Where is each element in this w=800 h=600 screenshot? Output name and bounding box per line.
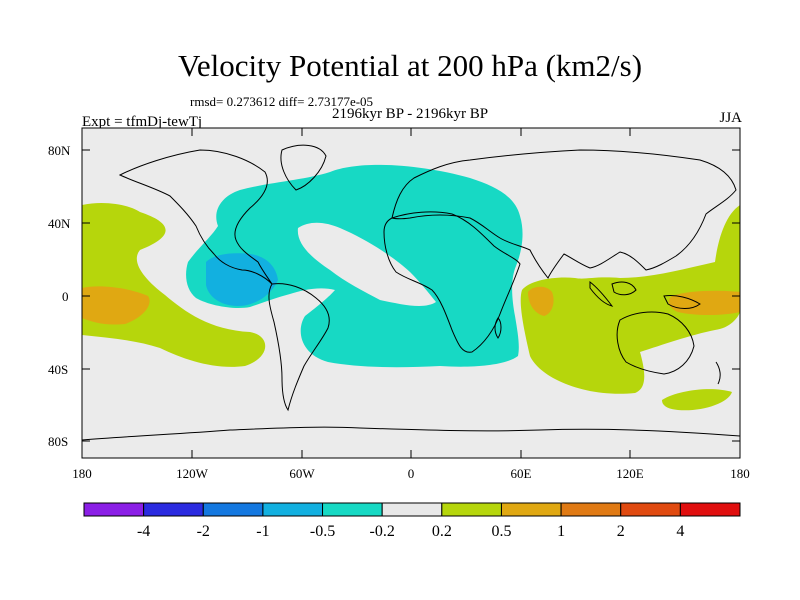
coastlines bbox=[82, 144, 740, 441]
lat-label-80s: 80S bbox=[48, 434, 68, 449]
coast-madagascar bbox=[494, 317, 502, 339]
lon-label-120e: 120E bbox=[616, 466, 644, 481]
period-subtitle: 2196kyr BP - 2196kyr BP bbox=[331, 106, 489, 122]
contour-fill bbox=[82, 144, 740, 441]
colorbar-swatch-8 bbox=[560, 502, 622, 517]
colorbar-label-5: 0.2 bbox=[432, 523, 452, 540]
colorbar-swatch-0 bbox=[83, 502, 145, 517]
colorbar-label-6: 0.5 bbox=[491, 523, 511, 540]
colorbar-label-7: 1 bbox=[557, 523, 565, 540]
colorbar-swatch-6 bbox=[441, 502, 502, 517]
positive-region-indowest bbox=[520, 205, 740, 394]
colorbar-swatch-1 bbox=[143, 502, 204, 517]
positive-region-pacific bbox=[82, 202, 266, 367]
experiment-label: Expt = tfmDj-tewTj bbox=[82, 114, 203, 130]
season-label: JJA bbox=[719, 110, 742, 126]
coast-australia bbox=[616, 311, 695, 375]
lon-label-0: 0 bbox=[408, 466, 415, 481]
map-title: Velocity Potential at 200 hPa (km2/s) bbox=[177, 48, 643, 83]
positive-core-indian bbox=[528, 286, 554, 316]
lon-label-180w: 180 bbox=[72, 466, 92, 481]
colorbar-label-4: -0.2 bbox=[370, 523, 395, 540]
colorbar-label-0: -4 bbox=[137, 523, 150, 540]
lat-label-40s: 40S bbox=[48, 362, 68, 377]
lon-label-60e: 60E bbox=[511, 466, 532, 481]
colorbar-label-3: -0.5 bbox=[310, 523, 335, 540]
colorbar: -4 -2 -1 -0.5 -0.2 0.2 0.5 1 2 4 bbox=[83, 502, 741, 540]
coast-africa bbox=[383, 211, 521, 353]
coast-antarctica bbox=[82, 426, 740, 441]
colorbar-swatch-3 bbox=[262, 502, 324, 517]
lat-label-40n: 40N bbox=[48, 216, 71, 231]
lon-label-120w: 120W bbox=[176, 466, 209, 481]
coast-borneo bbox=[611, 281, 637, 296]
coast-new-guinea bbox=[663, 295, 701, 309]
positive-core-westpacific bbox=[668, 290, 740, 315]
lon-label-60w: 60W bbox=[289, 466, 315, 481]
lat-label-0: 0 bbox=[62, 289, 69, 304]
lat-axis: 80N 40N 0 40S 80S bbox=[48, 143, 740, 449]
coast-eurasia bbox=[391, 149, 737, 279]
colorbar-swatch-7 bbox=[500, 502, 562, 517]
colorbar-label-1: -2 bbox=[197, 523, 210, 540]
coast-greenland bbox=[280, 144, 327, 191]
colorbar-swatch-10 bbox=[679, 502, 741, 517]
positive-region-southpacific bbox=[662, 389, 732, 411]
colorbar-swatch-5 bbox=[381, 502, 443, 517]
coast-new-zealand bbox=[715, 361, 721, 385]
coast-north-america bbox=[118, 149, 273, 285]
lon-label-180e: 180 bbox=[730, 466, 750, 481]
colorbar-swatch-9 bbox=[620, 502, 681, 517]
colorbar-label-8: 2 bbox=[617, 523, 625, 540]
colorbar-swatch-2 bbox=[202, 502, 264, 517]
stats-text: rmsd= 0.273612 diff= 2.73177e-05 bbox=[190, 94, 374, 109]
colorbar-label-9: 4 bbox=[676, 523, 684, 540]
colorbar-label-2: -1 bbox=[256, 523, 269, 540]
positive-core-pacific bbox=[82, 286, 150, 325]
colorbar-swatch-4 bbox=[322, 502, 383, 517]
lat-label-80n: 80N bbox=[48, 143, 71, 158]
coast-sumatra bbox=[589, 280, 614, 307]
coast-south-america bbox=[268, 283, 330, 412]
lon-axis: 180 120W 60W 0 60E 120E 180 bbox=[72, 128, 750, 481]
